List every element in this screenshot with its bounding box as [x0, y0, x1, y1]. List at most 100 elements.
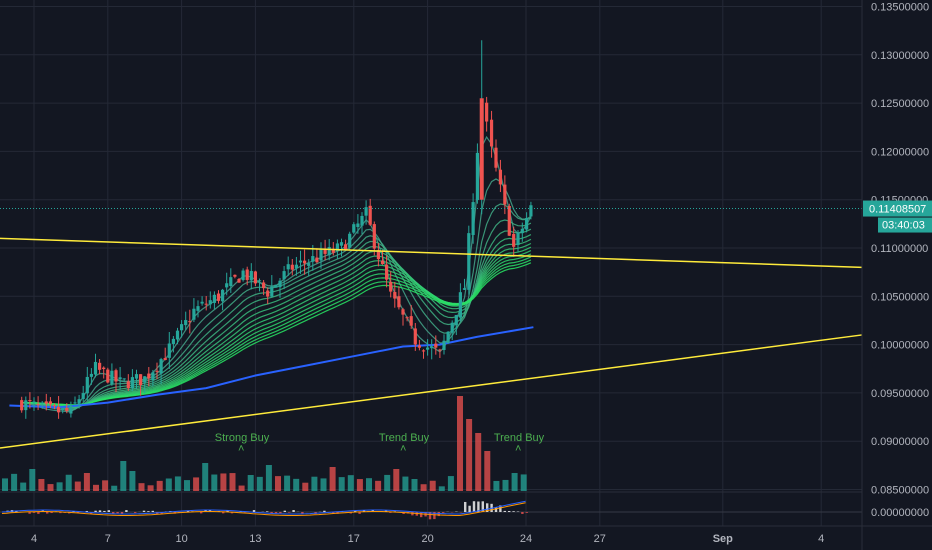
candle-body [356, 223, 360, 227]
volume-bar [229, 473, 236, 491]
time-axis[interactable]: 4 7 10 13 17 20 24 27 Sep 4 [31, 533, 824, 545]
oscillator-bar [283, 510, 286, 512]
volume-bar [275, 476, 281, 491]
candle-body [498, 169, 503, 185]
candle-body [163, 358, 167, 360]
volume-bar [120, 461, 127, 491]
indicator-axis-label: 0.00000000 [871, 507, 929, 519]
candle-body [446, 331, 450, 343]
oscillator-bar [186, 510, 190, 512]
candle-body [307, 263, 311, 266]
oscillator-bar [142, 510, 146, 512]
volume-bar [256, 476, 263, 491]
price-axis-label: 0.10500000 [871, 291, 929, 303]
signal-labels: Strong Buy˄Trend Buy˄Trend Buy˄ [215, 432, 545, 455]
oscillator-bar [147, 511, 150, 512]
candle-body [262, 282, 266, 289]
oscillator-bar [292, 510, 295, 512]
time-axis-label: 10 [175, 533, 187, 545]
candle-body [73, 402, 77, 404]
volume-bar [502, 479, 509, 491]
volume-bar [375, 480, 382, 491]
trendlines[interactable] [0, 237, 863, 449]
candle-body [479, 98, 484, 200]
candle-body [52, 405, 57, 407]
volume-bar [429, 480, 436, 491]
candle-body [503, 184, 507, 205]
volume-bar [302, 482, 309, 491]
candle-body [225, 283, 229, 288]
candle-body [405, 317, 409, 319]
time-axis-label: 20 [421, 533, 433, 545]
candle-body [192, 308, 196, 320]
oscillator-bar [323, 510, 326, 512]
oscillator-bar [508, 511, 511, 512]
candle-body [253, 271, 257, 284]
candle-body [48, 401, 52, 405]
oscillator-bar [389, 512, 392, 513]
candle-body [389, 281, 393, 292]
volume-bar [366, 478, 372, 491]
candle-body [151, 372, 155, 381]
ribbon-line [21, 228, 532, 409]
current-price-value: 0.11408507 [869, 204, 926, 216]
ribbon-line [21, 234, 532, 408]
candle-body [331, 248, 335, 253]
candle-body [372, 224, 376, 249]
candle-body [93, 361, 98, 375]
oscillator-bar [499, 505, 502, 512]
volume-bar [184, 480, 190, 491]
resistance-trendline [0, 237, 863, 269]
oscillator-bar [59, 512, 62, 514]
volume-bar [438, 486, 445, 491]
candle-body [167, 343, 171, 358]
volume-bar [447, 476, 454, 491]
candlesticks [20, 40, 533, 419]
oscillator-bar [437, 512, 440, 517]
oscillator-bar [420, 512, 423, 518]
candle-body [380, 260, 385, 265]
candle-body [139, 374, 143, 386]
candle-body [434, 343, 438, 348]
volume-bars [2, 396, 527, 491]
candle-body [44, 401, 48, 404]
candle-body [257, 280, 262, 282]
candle-body [249, 270, 253, 281]
price-axis[interactable]: 0.13500000 0.13000000 0.12500000 0.12000000… [871, 2, 929, 520]
oscillator-bar [28, 512, 31, 514]
candle-body [294, 264, 298, 269]
oscillator-bar [120, 512, 124, 514]
volume-bar [65, 474, 72, 491]
volume-bar [211, 474, 218, 491]
volume-bar [393, 469, 400, 491]
oscillator-bar [442, 512, 445, 513]
candle-body [208, 300, 212, 305]
candle-body [130, 377, 134, 389]
volume-bar [311, 476, 318, 491]
candle-body [286, 264, 290, 270]
candle-body [421, 350, 426, 352]
candle-body [352, 224, 356, 233]
time-axis-label: 27 [594, 533, 606, 545]
price-axis-label: 0.09000000 [871, 436, 929, 448]
oscillator-pane [0, 500, 862, 520]
candle-body [525, 218, 529, 230]
candle-body [368, 205, 372, 225]
volume-bar [202, 463, 209, 491]
candle-body [475, 152, 480, 201]
candle-body [529, 205, 533, 217]
oscillator-bar [521, 512, 524, 514]
candle-body [282, 271, 286, 280]
oscillator-bar [477, 501, 480, 512]
current-price-box [863, 200, 932, 217]
volume-bar [384, 474, 391, 491]
volume-bar [347, 475, 354, 491]
oscillator-bar [37, 512, 40, 514]
volume-bar [411, 479, 418, 491]
oscillator-bar [32, 512, 36, 513]
volume-bar [420, 484, 427, 491]
time-axis-label: 7 [105, 533, 111, 545]
candle-body [229, 277, 233, 287]
